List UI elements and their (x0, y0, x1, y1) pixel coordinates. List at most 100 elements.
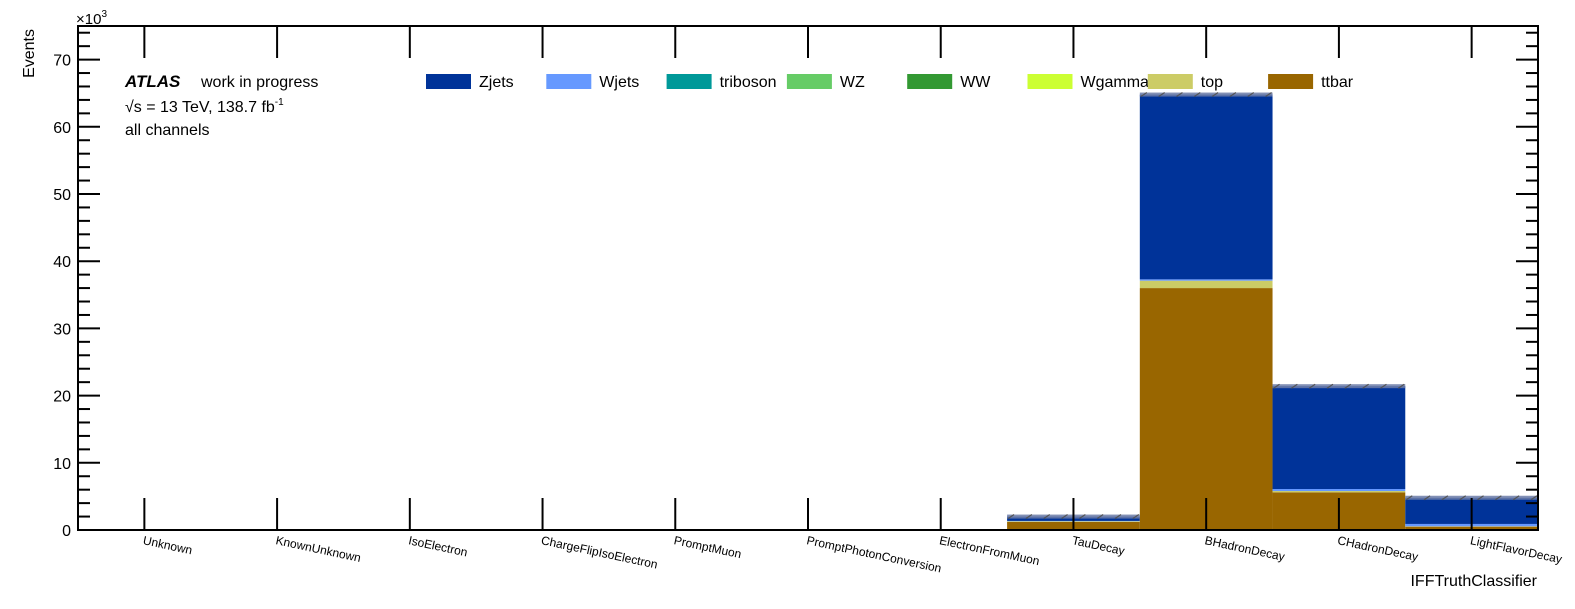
histogram-bars (1007, 94, 1538, 530)
uncertainty-hatch (1495, 495, 1502, 501)
bar-top-bhadrondecay (1139, 280, 1273, 289)
x-tick-label: ChargeFlipIsoElectron (540, 533, 659, 571)
bar-wjets-chadrondecay (1272, 489, 1406, 492)
uncertainty-hatch (1423, 495, 1431, 501)
uncertainty-hatch (1096, 514, 1104, 520)
legend-swatch (1027, 74, 1073, 89)
legend-swatch (1147, 74, 1193, 89)
bar-zjets-chadrondecay (1272, 386, 1406, 490)
uncertainty-hatch (1344, 383, 1352, 389)
x-axis-label: IFFTruthClassifier (1410, 573, 1537, 590)
legend-item-ww: WW (907, 74, 991, 91)
uncertainty-hatch (1265, 92, 1272, 98)
uncertainty-hatch (1193, 92, 1201, 98)
uncertainty-hatch (1229, 92, 1237, 98)
uncertainty-band (1405, 495, 1538, 500)
uncertainty-hatch (1007, 514, 1015, 520)
legend-item-top: top (1147, 74, 1223, 91)
legend-item-triboson: triboson (666, 74, 777, 91)
uncertainty-hatch (1025, 514, 1033, 520)
legend-label: triboson (720, 74, 777, 91)
uncertainty-hatch (1477, 495, 1484, 501)
uncertainty-hatch (1061, 514, 1068, 520)
x-tick-label: KnownUnknown (274, 533, 362, 565)
legend-swatch (786, 74, 832, 89)
y-tick-label: 40 (53, 254, 71, 271)
work-in-progress-label: work in progress (200, 74, 318, 91)
x-tick-label: PromptPhotonConversion (805, 533, 942, 575)
y-tick-label: 0 (62, 523, 71, 540)
uncertainty-hatch (1140, 92, 1148, 98)
y-multiplier-exponent: 3 (101, 9, 107, 20)
legend-item-zjets: Zjets (426, 74, 514, 91)
uncertainty-hatch (1273, 383, 1280, 389)
legend-item-wz: WZ (786, 74, 865, 91)
x-tick-label: TauDecay (1071, 533, 1126, 558)
uncertainty-hatch (1405, 495, 1413, 501)
y-axis: 0 10 20 30 40 50 60 70 (53, 31, 1538, 540)
legend-label: WW (960, 74, 991, 91)
legend-item-wjets: Wjets (546, 74, 639, 91)
bar-wjets-bhadrondecay (1139, 279, 1273, 281)
uncertainty-hatch (1308, 383, 1316, 389)
legend-swatch (666, 74, 712, 89)
bar-zjets-bhadrondecay (1139, 94, 1273, 280)
legend-swatch (907, 74, 953, 89)
x-tick-label: ElectronFromMuon (938, 533, 1041, 568)
y-multiplier: ×103 (76, 9, 107, 28)
x-tick-label: Unknown (142, 533, 194, 557)
atlas-label: ATLAS (124, 72, 181, 91)
y-tick-label: 60 (53, 120, 71, 137)
uncertainty-hatch (1043, 514, 1051, 520)
uncertainty-hatch (1380, 383, 1387, 389)
bar-ttbar-bhadrondecay (1139, 288, 1273, 530)
uncertainty-band (1272, 384, 1406, 389)
channels-label: all channels (125, 122, 210, 139)
uncertainty-hatch (1247, 92, 1255, 98)
x-tick-label: CHadronDecay (1336, 533, 1419, 564)
uncertainty-bhadrondecay (1139, 92, 1273, 98)
x-tick-label: BHadronDecay (1204, 533, 1287, 564)
x-tick-label: IsoElectron (407, 533, 469, 559)
uncertainty-hatch (1291, 383, 1298, 389)
luminosity-exponent: -1 (275, 97, 284, 108)
y-tick-label: 50 (53, 187, 71, 204)
legend-item-ttbar: ttbar (1268, 74, 1354, 91)
uncertainty-hatch (1114, 514, 1122, 520)
bar-top-chadrondecay (1272, 491, 1406, 493)
legend-label: ttbar (1321, 74, 1354, 91)
y-axis-label: Events (21, 29, 38, 78)
uncertainty-hatch (1362, 383, 1369, 389)
x-tick-label: PromptMuon (673, 533, 743, 561)
x-tick-label: LightFlavorDecay (1469, 533, 1563, 566)
uncertainty-hatch (1459, 495, 1467, 501)
legend-swatch (426, 74, 471, 89)
uncertainty-lightflavordecay (1405, 495, 1538, 501)
uncertainty-chadrondecay (1272, 383, 1406, 389)
uncertainty-hatch (1512, 495, 1520, 501)
uncertainty-hatch (1176, 92, 1183, 98)
legend-item-wgamma: Wgamma (1027, 74, 1150, 91)
uncertainty-hatch (1211, 92, 1219, 98)
uncertainty-hatch (1397, 383, 1405, 389)
legend-label: Wjets (599, 74, 639, 91)
y-tick-label: 10 (53, 456, 71, 473)
legend-label: Wgamma (1081, 74, 1150, 91)
legend-label: Zjets (479, 74, 514, 91)
uncertainty-hatch (1326, 383, 1334, 389)
legend-label: top (1201, 74, 1223, 91)
legend: Zjets Wjets triboson WZ WW Wgamma top ttbar (426, 74, 1354, 91)
uncertainty-hatch (1079, 514, 1086, 520)
legend-swatch (546, 74, 592, 89)
energy-luminosity-label: √s = 13 TeV, 138.7 fb-1 (125, 97, 284, 116)
legend-swatch (1268, 74, 1314, 89)
uncertainty-band (1139, 92, 1273, 97)
legend-label: WZ (840, 74, 865, 91)
uncertainty-hatch (1530, 495, 1538, 501)
y-tick-label: 30 (53, 321, 71, 338)
uncertainty-hatch (1132, 514, 1140, 520)
y-tick-label: 20 (53, 389, 71, 406)
uncertainty-hatch (1158, 92, 1165, 98)
uncertainty-hatch (1441, 495, 1449, 501)
